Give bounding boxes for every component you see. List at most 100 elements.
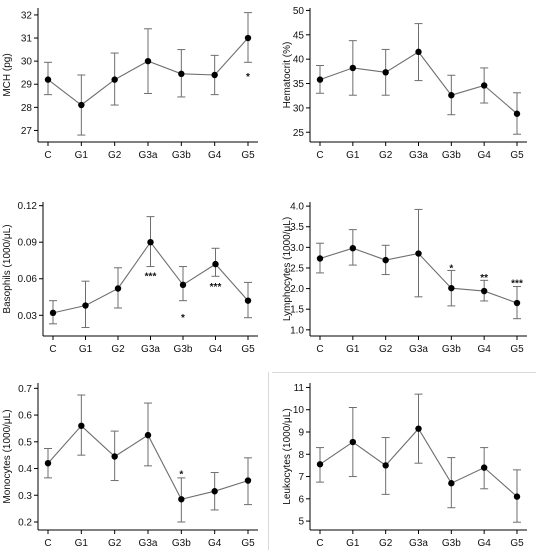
monocytes-x-tick-label: G1	[75, 538, 89, 549]
basophils-y-tick-label: 0.09	[18, 238, 38, 249]
hematocrit-x-tick-label: C	[316, 150, 323, 161]
hematocrit-data-point	[448, 92, 455, 99]
lymphocytes-y-tick-label: 1.0	[290, 325, 304, 336]
leukocytes-x-tick-label: G2	[379, 538, 393, 549]
lymphocytes-x-tick-label: G2	[379, 344, 393, 355]
basophils-data-point	[179, 281, 187, 289]
monocytes-y-tick-label: 0.6	[18, 411, 32, 422]
mch-data-point	[144, 57, 152, 65]
lymphocytes-y-tick-label: 3.5	[290, 222, 304, 233]
lymphocytes-data-point	[513, 299, 521, 307]
leukocytes-data-point	[480, 464, 488, 471]
monocytes-y-tick-label: 0.5	[18, 437, 32, 448]
mch-x-tick-label: C	[44, 150, 51, 161]
monocytes-x-tick-label: C	[44, 538, 51, 549]
basophils-x-tick-label: G4	[209, 344, 223, 355]
basophils-data-point	[244, 297, 252, 304]
lymphocytes-significance-marker: *	[449, 264, 453, 275]
lymphocytes-y-tick-label: 4.0	[290, 202, 304, 213]
lymphocytes-x-tick-label: G3b	[442, 344, 461, 355]
panel-divider-horizontal	[272, 372, 536, 373]
monocytes-significance-marker: *	[179, 469, 183, 480]
hematocrit-y-tick-label: 30	[293, 103, 305, 114]
hematocrit-x-tick-label: G1	[346, 150, 360, 161]
leukocytes-x-tick-label: G3b	[442, 538, 461, 549]
lymphocytes-x-tick-label: G3a	[409, 344, 428, 355]
leukocytes-data-point	[382, 462, 389, 469]
lymphocytes-x-tick-label: G4	[477, 344, 491, 355]
lymphocytes-y-tick-label: 2.5	[290, 263, 304, 274]
lymphocytes-panel: 1.0 1.5 2.0 2.5 3.0 3.5 4.0 C G1 G2 G3a G3b G4 G5 Lymp…	[282, 202, 527, 355]
mch-y-tick-label: 29	[21, 80, 33, 91]
monocytes-y-tick-label: 0.7	[18, 384, 32, 395]
leukocytes-data-point	[316, 461, 324, 468]
lymphocytes-data-point	[349, 244, 357, 252]
leukocytes-data-point	[415, 425, 422, 432]
basophils-data-point	[82, 302, 89, 309]
lymphocytes-data-point	[480, 287, 488, 295]
hematocrit-data-point	[349, 64, 357, 72]
lymphocytes-data-point	[382, 256, 389, 264]
lymphocytes-data-point	[415, 250, 422, 257]
mch-data-point	[244, 34, 252, 42]
leukocytes-data-point	[448, 480, 455, 487]
lymphocytes-data-point	[448, 284, 455, 292]
mch-y-axis-title: MCH (pg)	[2, 53, 13, 96]
mch-x-tick-label: G5	[241, 150, 255, 161]
mch-significance-marker: *	[246, 72, 250, 83]
basophils-y-tick-label: 0.06	[18, 274, 38, 285]
hematocrit-x-tick-label: G5	[510, 150, 524, 161]
basophils-x-tick-label: G3b	[174, 344, 193, 355]
monocytes-panel: 0.2 0.3 0.4 0.5 0.6 0.7 C G1 G2 G3a G3b G4 G5 Monocyt…	[2, 383, 258, 549]
leukocytes-x-tick-label: C	[316, 538, 323, 549]
leukocytes-y-tick-label: 7	[298, 472, 304, 483]
mch-y-tick-label: 30	[21, 57, 33, 68]
basophils-x-tick-label: G1	[79, 344, 93, 355]
mch-data-point	[211, 71, 218, 79]
mch-data-point	[178, 70, 185, 78]
monocytes-y-tick-label: 0.3	[18, 491, 32, 502]
basophils-panel: 0.03 0.06 0.09 0.12 C G1 G2 G3a G3b G4 G5 Basophils…	[2, 201, 258, 355]
mch-panel: 27 28 29 30 31 32 C G1 G2 G3a G3b G4 G5 MCH (pg) *	[2, 8, 258, 161]
panel-divider-vertical	[268, 372, 269, 550]
lymphocytes-y-tick-label: 2.0	[290, 284, 304, 295]
hematocrit-data-point	[480, 82, 488, 89]
hematocrit-y-axis-title: Hematocrit (%)	[282, 42, 293, 109]
leukocytes-y-tick-label: 8	[298, 450, 304, 461]
monocytes-data-point	[144, 431, 152, 439]
leukocytes-x-tick-label: G4	[477, 538, 491, 549]
monocytes-x-tick-label: G5	[241, 538, 255, 549]
monocytes-data-point	[111, 453, 118, 460]
hematocrit-panel: 25 30 35 40 45 50 C G1 G2 G3a G3b G4 G5 Hematocrit (%…	[282, 6, 527, 161]
basophils-x-tick-label: G3a	[141, 344, 160, 355]
lymphocytes-y-tick-label: 1.5	[290, 305, 304, 316]
monocytes-data-point	[178, 496, 185, 503]
basophils-data-point	[49, 309, 57, 317]
basophils-data-point	[114, 285, 122, 292]
monocytes-x-tick-label: G4	[208, 538, 222, 549]
mch-y-tick-label: 31	[21, 34, 33, 45]
mch-x-tick-label: G4	[208, 150, 222, 161]
leukocytes-data-point	[349, 438, 357, 446]
basophils-data-point	[147, 239, 154, 246]
leukocytes-x-tick-label: G3a	[409, 538, 428, 549]
hematocrit-data-point	[513, 110, 521, 117]
leukocytes-y-tick-label: 9	[298, 428, 304, 439]
monocytes-data-point	[44, 459, 52, 467]
basophils-y-tick-label: 0.03	[18, 311, 38, 322]
hematocrit-y-tick-label: 25	[293, 128, 305, 139]
leukocytes-y-tick-label: 5	[298, 517, 304, 528]
mch-x-tick-label: G3b	[172, 150, 191, 161]
monocytes-y-tick-label: 0.2	[18, 517, 32, 528]
leukocytes-data-point	[513, 493, 521, 500]
mch-x-tick-label: G3a	[139, 150, 158, 161]
mch-x-tick-label: G2	[108, 150, 122, 161]
leukocytes-panel: 5 6 7 8 9 10 11 C G1 G2 G3a G3b G4 G5 Leukocytes (1000…	[282, 383, 527, 549]
lymphocytes-x-tick-label: C	[316, 344, 323, 355]
basophils-significance-marker: *	[181, 313, 185, 324]
leukocytes-y-tick-label: 10	[293, 405, 305, 416]
basophils-x-tick-label: G2	[111, 344, 125, 355]
basophils-y-axis-title: Basophils (1000/μL)	[2, 224, 13, 313]
